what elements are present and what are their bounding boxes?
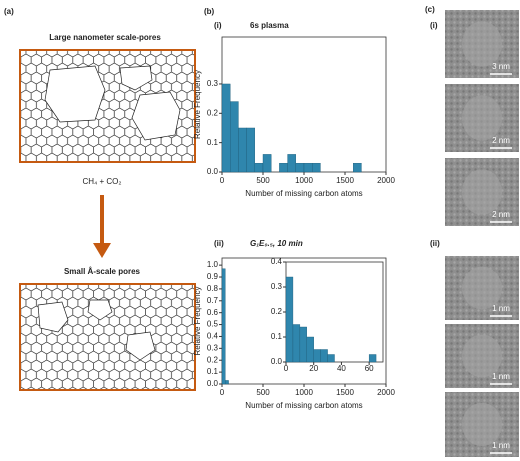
y-tick-label: 0.8: [207, 284, 219, 293]
sub-label: (ii): [214, 239, 224, 248]
bar: [327, 354, 335, 363]
bar: [312, 162, 321, 173]
scale-bar-label: 1 nm: [492, 304, 510, 313]
x-tick-label: 500: [256, 388, 270, 397]
pore-region: [462, 402, 502, 447]
pore-region: [462, 21, 502, 67]
y-tick-label: 0.4: [271, 257, 283, 266]
y-tick-label: 0.1: [207, 367, 219, 376]
bar: [285, 276, 294, 363]
y-tick-label: 0.0: [207, 167, 219, 176]
panel-label: (b): [204, 7, 215, 16]
pore-region: [462, 169, 502, 215]
y-tick-label: 0.3: [207, 343, 219, 352]
bar: [292, 324, 301, 363]
chart-title: 6s plasma: [250, 21, 289, 30]
y-tick-label: 0.9: [207, 272, 219, 281]
x-tick-label: 1500: [336, 176, 354, 185]
x-tick-label: 1000: [295, 176, 313, 185]
y-tick-label: 0.2: [207, 108, 219, 117]
scale-bar-label: 1 nm: [492, 441, 510, 450]
caption: Large nanometer scale-pores: [49, 33, 161, 42]
pore: [37, 301, 69, 333]
x-tick-label: 1000: [295, 388, 313, 397]
y-tick-label: 0.7: [207, 296, 219, 305]
panel-label: (c): [425, 5, 435, 14]
y-tick-label: 0.2: [271, 307, 283, 316]
x-axis-label: Number of missing carbon atoms: [245, 189, 362, 198]
panel-label: (a): [4, 7, 14, 16]
y-tick-label: 0.0: [271, 357, 283, 366]
caption: Small Å-scale pores: [64, 267, 141, 276]
y-axis-label: Relative Frequency: [193, 287, 202, 356]
bar: [320, 349, 328, 363]
x-tick-label: 500: [256, 176, 270, 185]
x-tick-label: 0: [220, 176, 225, 185]
sub-label: (i): [214, 21, 222, 30]
y-tick-label: 0.0: [207, 379, 219, 388]
bar: [221, 268, 226, 385]
bar: [225, 380, 229, 385]
scale-bar-label: 2 nm: [492, 210, 510, 219]
x-tick-label: 40: [337, 364, 346, 373]
pore-region: [462, 334, 502, 378]
sub-label: (ii): [430, 239, 440, 248]
pore-region: [462, 95, 502, 141]
scale-bar-label: 1 nm: [492, 372, 510, 381]
bar: [306, 336, 314, 363]
sub-label: (i): [430, 21, 438, 30]
x-tick-label: 60: [365, 364, 374, 373]
lattice-border: [19, 49, 196, 163]
bar: [353, 162, 362, 173]
x-axis-label: Number of missing carbon atoms: [245, 401, 362, 410]
arrow-head: [93, 243, 111, 258]
bar: [295, 162, 305, 173]
y-axis-label: Relative Frequency: [193, 70, 202, 139]
y-tick-label: 0.3: [207, 79, 219, 88]
y-tick-label: 0.3: [271, 282, 283, 291]
bar: [238, 127, 247, 173]
y-tick-label: 0.5: [207, 320, 219, 329]
x-tick-label: 2000: [377, 176, 395, 185]
pore: [119, 65, 153, 91]
bar: [303, 162, 313, 173]
y-tick-label: 0.4: [207, 332, 219, 341]
bar: [368, 354, 377, 363]
scale-bar-label: 3 nm: [492, 62, 510, 71]
pore: [125, 331, 156, 361]
reagent: CH₄ + CO₂: [82, 177, 121, 186]
y-tick-label: 0.1: [271, 332, 283, 341]
chart-title: G₁E₀.₅, 10 min: [250, 239, 303, 248]
bar: [221, 83, 231, 173]
bar: [229, 101, 239, 173]
pore: [44, 65, 106, 123]
bar: [246, 127, 256, 173]
x-tick-label: 0: [284, 364, 289, 373]
pore: [87, 299, 113, 321]
pore-region: [462, 266, 502, 310]
lattice-border: [19, 283, 196, 391]
bar: [262, 154, 272, 173]
pore: [131, 91, 181, 141]
x-tick-label: 0: [220, 388, 225, 397]
y-tick-label: 1.0: [207, 260, 219, 269]
y-tick-label: 0.2: [207, 355, 219, 364]
bar: [287, 154, 297, 173]
bar: [299, 326, 307, 363]
bar: [279, 162, 288, 173]
x-tick-label: 1500: [336, 388, 354, 397]
bar: [313, 349, 321, 363]
x-tick-label: 20: [309, 364, 318, 373]
x-tick-label: 2000: [377, 388, 395, 397]
bar: [254, 162, 264, 173]
scale-bar-label: 2 nm: [492, 136, 510, 145]
y-tick-label: 0.1: [207, 138, 219, 147]
y-tick-label: 0.6: [207, 308, 219, 317]
